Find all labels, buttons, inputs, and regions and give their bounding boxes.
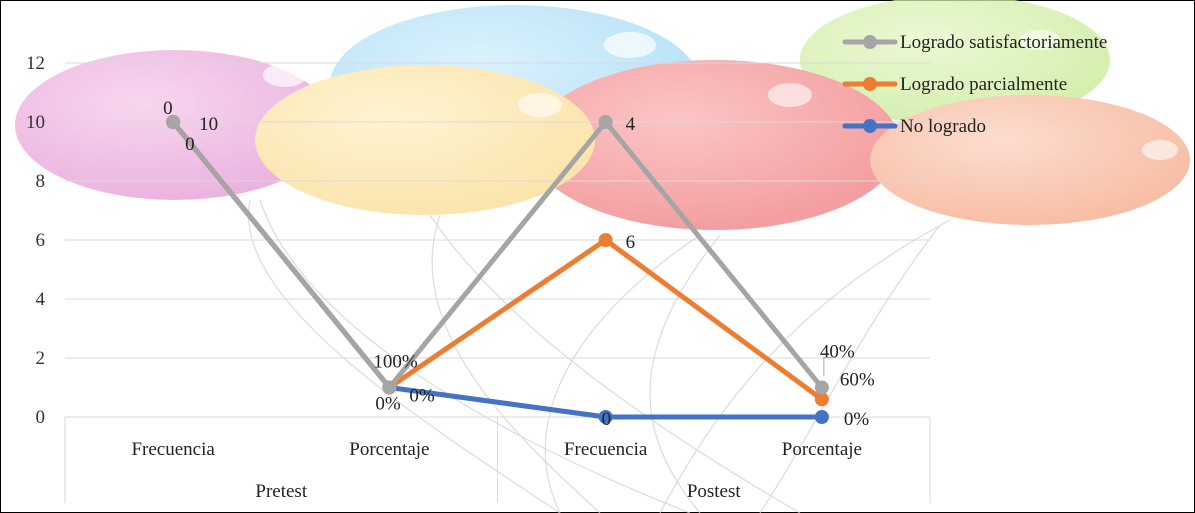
data-label: 0 (163, 98, 173, 119)
data-label: 0% (375, 394, 401, 415)
data-point (598, 410, 613, 424)
data-point (598, 115, 613, 129)
data-label: 40% (820, 342, 855, 363)
legend-swatch-marker (863, 77, 877, 91)
legend: Logrado satisfactoriamente Logrado parcia… (842, 32, 1107, 137)
data-label: 60% (840, 369, 875, 390)
y-tick-label: 12 (26, 53, 45, 74)
data-label: 6 (626, 232, 636, 253)
group-label: Pretest (255, 481, 307, 502)
series-line (170, 119, 825, 390)
category-label: Porcentaje (782, 439, 862, 460)
data-label: 10 (199, 114, 218, 135)
category-label: Frecuencia (564, 439, 648, 460)
y-axis-ticks: 0 2 4 6 8 10 12 (26, 53, 46, 428)
y-tick-label: 6 (36, 230, 46, 251)
legend-label: Logrado parcialmente (900, 74, 1067, 95)
category-label: Porcentaje (349, 439, 429, 460)
legend-label: Logrado satisfactoriamente (900, 32, 1107, 53)
y-tick-label: 10 (26, 112, 45, 133)
series-layer (166, 115, 829, 424)
data-point (814, 380, 829, 395)
legend-label: No logrado (900, 116, 986, 137)
data-label: 0 (602, 409, 612, 430)
x-axis: Pretest Postest Frecuencia Porcentaje Frecue… (64, 416, 931, 503)
data-label: 100% (373, 352, 418, 373)
data-point (382, 380, 397, 395)
data-label: 4 (626, 114, 636, 135)
group-label: Postest (687, 481, 742, 502)
leader-line (823, 357, 832, 376)
data-label: 0% (409, 386, 435, 407)
data-label: 0 (185, 134, 195, 155)
data-point (598, 233, 613, 247)
category-label: Frecuencia (131, 439, 215, 460)
legend-swatch-marker (863, 35, 877, 49)
legend-swatch-marker (863, 119, 877, 133)
data-point (166, 115, 181, 129)
y-tick-label: 0 (36, 407, 46, 428)
data-point (814, 392, 829, 407)
data-point (814, 410, 829, 424)
data-labels: 0 0% 4 40% 0 0% 6 60% 10 100% 0 0% (163, 98, 875, 430)
gridlines (65, 62, 930, 359)
y-tick-label: 4 (36, 289, 46, 310)
y-tick-label: 2 (36, 348, 46, 369)
data-label: 0% (844, 409, 870, 430)
y-tick-label: 8 (36, 171, 46, 192)
